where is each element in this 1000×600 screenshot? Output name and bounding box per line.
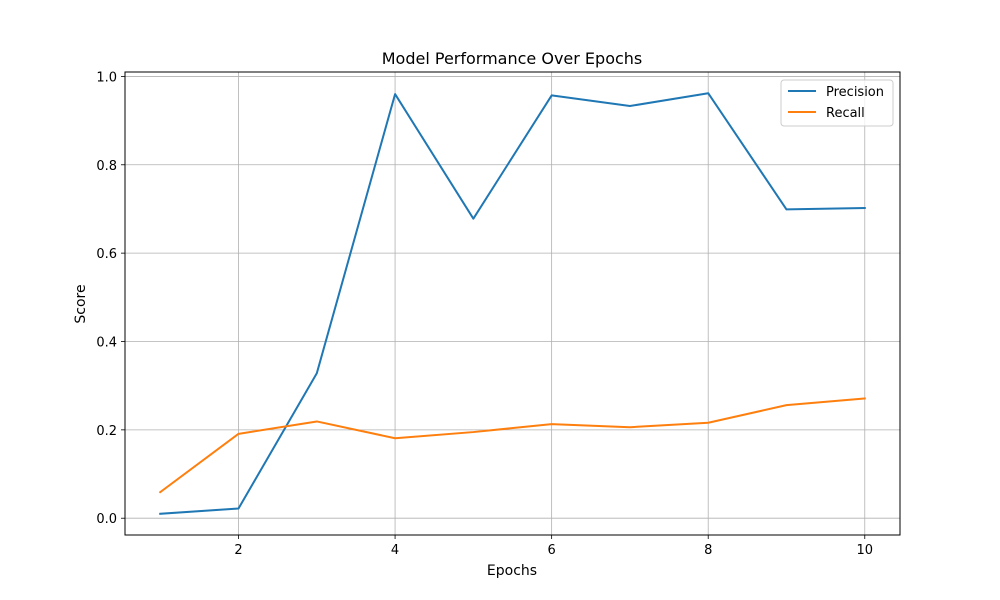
y-tick-label: 0.0 [96, 512, 117, 527]
series-group [158, 92, 866, 515]
x-tick-label: 6 [548, 543, 556, 558]
x-tick-label: 2 [234, 543, 242, 558]
series-line-recall [158, 397, 866, 494]
legend: Precision Recall [780, 79, 894, 127]
y-tick-label: 0.8 [96, 159, 117, 174]
y-axis-ticks: 0.0 0.2 0.4 0.6 0.8 1.0 [96, 70, 125, 527]
chart-title: Model Performance Over Epochs [382, 49, 643, 68]
y-axis-label: Score [73, 284, 89, 323]
legend-label-recall: Recall [826, 106, 865, 121]
y-tick-label: 0.4 [96, 335, 117, 350]
y-tick-label: 0.6 [96, 247, 117, 262]
legend-label-precision: Precision [826, 85, 884, 100]
x-tick-label: 10 [856, 543, 873, 558]
y-tick-label: 1.0 [96, 70, 117, 85]
x-tick-label: 4 [391, 543, 399, 558]
series-line-precision [159, 92, 866, 515]
y-tick-label: 0.2 [96, 424, 117, 439]
x-tick-label: 8 [704, 543, 712, 558]
x-axis-ticks: 2 4 6 8 10 [234, 535, 873, 558]
x-axis-label: Epochs [487, 563, 537, 579]
grid-lines [125, 72, 900, 535]
plot-frame [124, 71, 901, 536]
